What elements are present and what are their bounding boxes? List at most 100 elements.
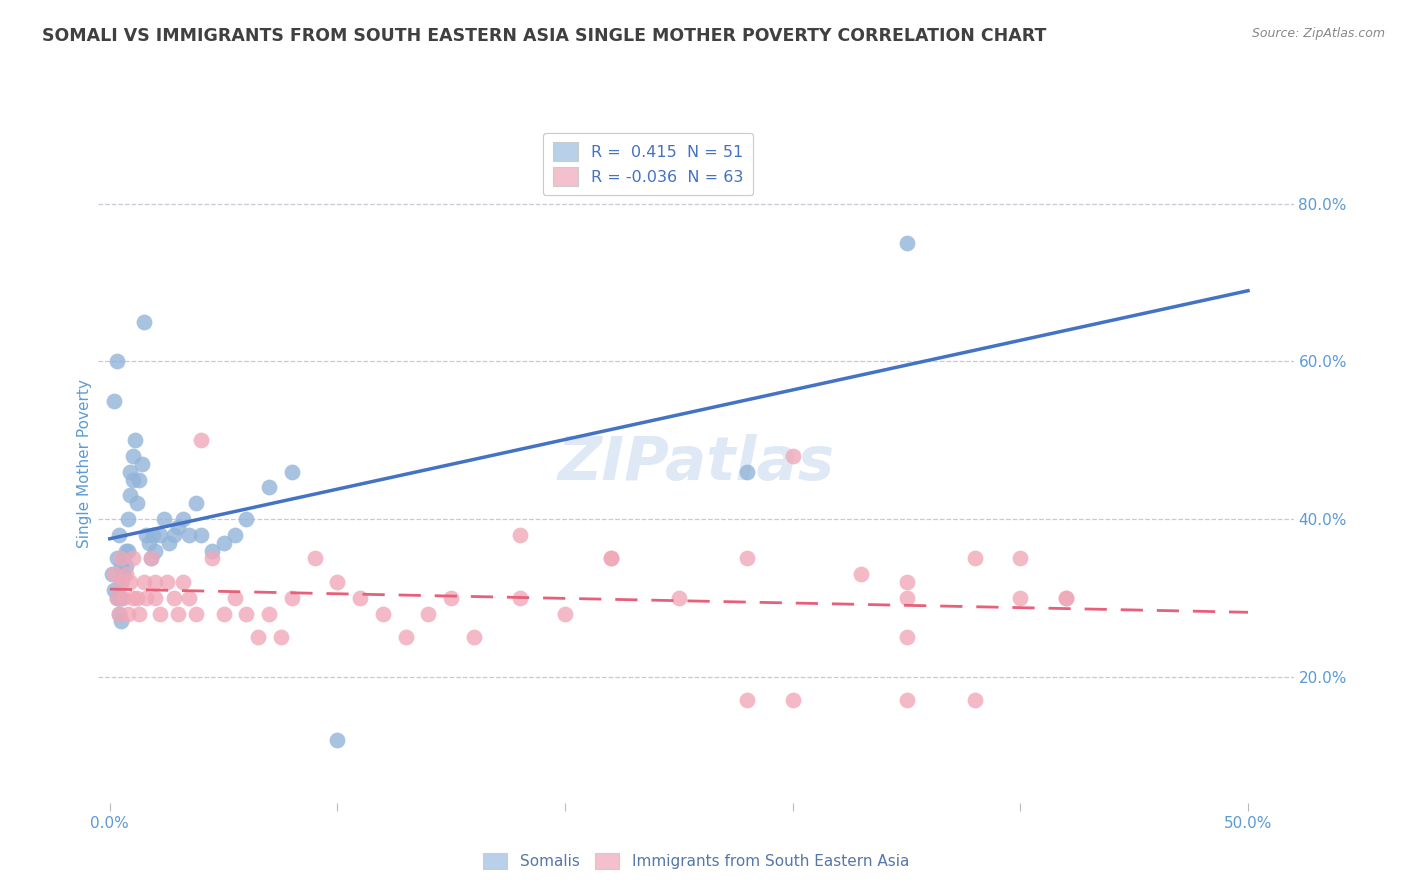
- Point: [281, 591, 304, 605]
- Point: [509, 528, 531, 542]
- Point: [186, 607, 208, 621]
- Point: [599, 551, 621, 566]
- Point: [117, 607, 139, 621]
- Point: [143, 575, 166, 590]
- Point: [149, 607, 172, 621]
- Point: [132, 575, 155, 590]
- Point: [120, 575, 142, 590]
- Point: [156, 575, 179, 590]
- Point: [135, 591, 157, 605]
- Point: [132, 315, 155, 329]
- Legend: R =  0.415  N = 51, R = -0.036  N = 63: R = 0.415 N = 51, R = -0.036 N = 63: [543, 133, 754, 195]
- Point: [896, 591, 918, 605]
- Point: [172, 575, 194, 590]
- Point: [131, 457, 153, 471]
- Point: [212, 535, 235, 549]
- Point: [149, 528, 172, 542]
- Point: [108, 607, 131, 621]
- Point: [349, 591, 371, 605]
- Point: [120, 465, 142, 479]
- Point: [114, 543, 136, 558]
- Point: [235, 512, 257, 526]
- Point: [110, 575, 132, 590]
- Point: [108, 528, 131, 542]
- Point: [326, 732, 349, 747]
- Point: [114, 567, 136, 582]
- Point: [896, 693, 918, 707]
- Point: [201, 543, 224, 558]
- Point: [190, 433, 212, 447]
- Point: [599, 551, 621, 566]
- Point: [235, 607, 257, 621]
- Point: [963, 693, 986, 707]
- Point: [179, 591, 201, 605]
- Point: [735, 693, 758, 707]
- Point: [257, 607, 280, 621]
- Point: [112, 567, 135, 582]
- Point: [128, 473, 150, 487]
- Point: [201, 551, 224, 566]
- Point: [896, 236, 918, 251]
- Point: [849, 567, 872, 582]
- Point: [110, 591, 132, 605]
- Point: [103, 393, 125, 408]
- Point: [270, 630, 292, 644]
- Text: Source: ZipAtlas.com: Source: ZipAtlas.com: [1251, 27, 1385, 40]
- Point: [190, 528, 212, 542]
- Point: [153, 512, 176, 526]
- Point: [896, 630, 918, 644]
- Point: [1010, 591, 1032, 605]
- Point: [121, 473, 143, 487]
- Point: [668, 591, 690, 605]
- Point: [418, 607, 440, 621]
- Point: [157, 535, 180, 549]
- Point: [121, 551, 143, 566]
- Point: [281, 465, 304, 479]
- Point: [112, 591, 135, 605]
- Point: [395, 630, 418, 644]
- Point: [304, 551, 326, 566]
- Point: [371, 607, 394, 621]
- Point: [782, 449, 804, 463]
- Point: [167, 607, 190, 621]
- Point: [554, 607, 576, 621]
- Point: [896, 575, 918, 590]
- Point: [117, 543, 139, 558]
- Point: [143, 543, 166, 558]
- Y-axis label: Single Mother Poverty: Single Mother Poverty: [77, 379, 91, 549]
- Point: [110, 551, 132, 566]
- Point: [105, 591, 128, 605]
- Text: SOMALI VS IMMIGRANTS FROM SOUTH EASTERN ASIA SINGLE MOTHER POVERTY CORRELATION C: SOMALI VS IMMIGRANTS FROM SOUTH EASTERN …: [42, 27, 1046, 45]
- Point: [167, 520, 190, 534]
- Point: [142, 528, 165, 542]
- Point: [105, 354, 128, 368]
- Point: [1054, 591, 1077, 605]
- Point: [224, 528, 246, 542]
- Point: [246, 630, 269, 644]
- Point: [124, 433, 146, 447]
- Point: [103, 567, 125, 582]
- Point: [1054, 591, 1077, 605]
- Point: [114, 559, 136, 574]
- Point: [162, 528, 184, 542]
- Point: [105, 591, 128, 605]
- Point: [162, 591, 184, 605]
- Point: [224, 591, 246, 605]
- Point: [463, 630, 485, 644]
- Point: [440, 591, 463, 605]
- Text: ZIPatlas: ZIPatlas: [557, 434, 835, 493]
- Point: [509, 591, 531, 605]
- Point: [105, 551, 128, 566]
- Point: [101, 567, 124, 582]
- Point: [112, 551, 135, 566]
- Point: [110, 575, 132, 590]
- Point: [257, 481, 280, 495]
- Point: [143, 591, 166, 605]
- Legend: Somalis, Immigrants from South Eastern Asia: Somalis, Immigrants from South Eastern A…: [477, 847, 915, 875]
- Point: [135, 528, 157, 542]
- Point: [108, 607, 131, 621]
- Point: [127, 496, 149, 510]
- Point: [212, 607, 235, 621]
- Point: [121, 449, 143, 463]
- Point: [139, 551, 162, 566]
